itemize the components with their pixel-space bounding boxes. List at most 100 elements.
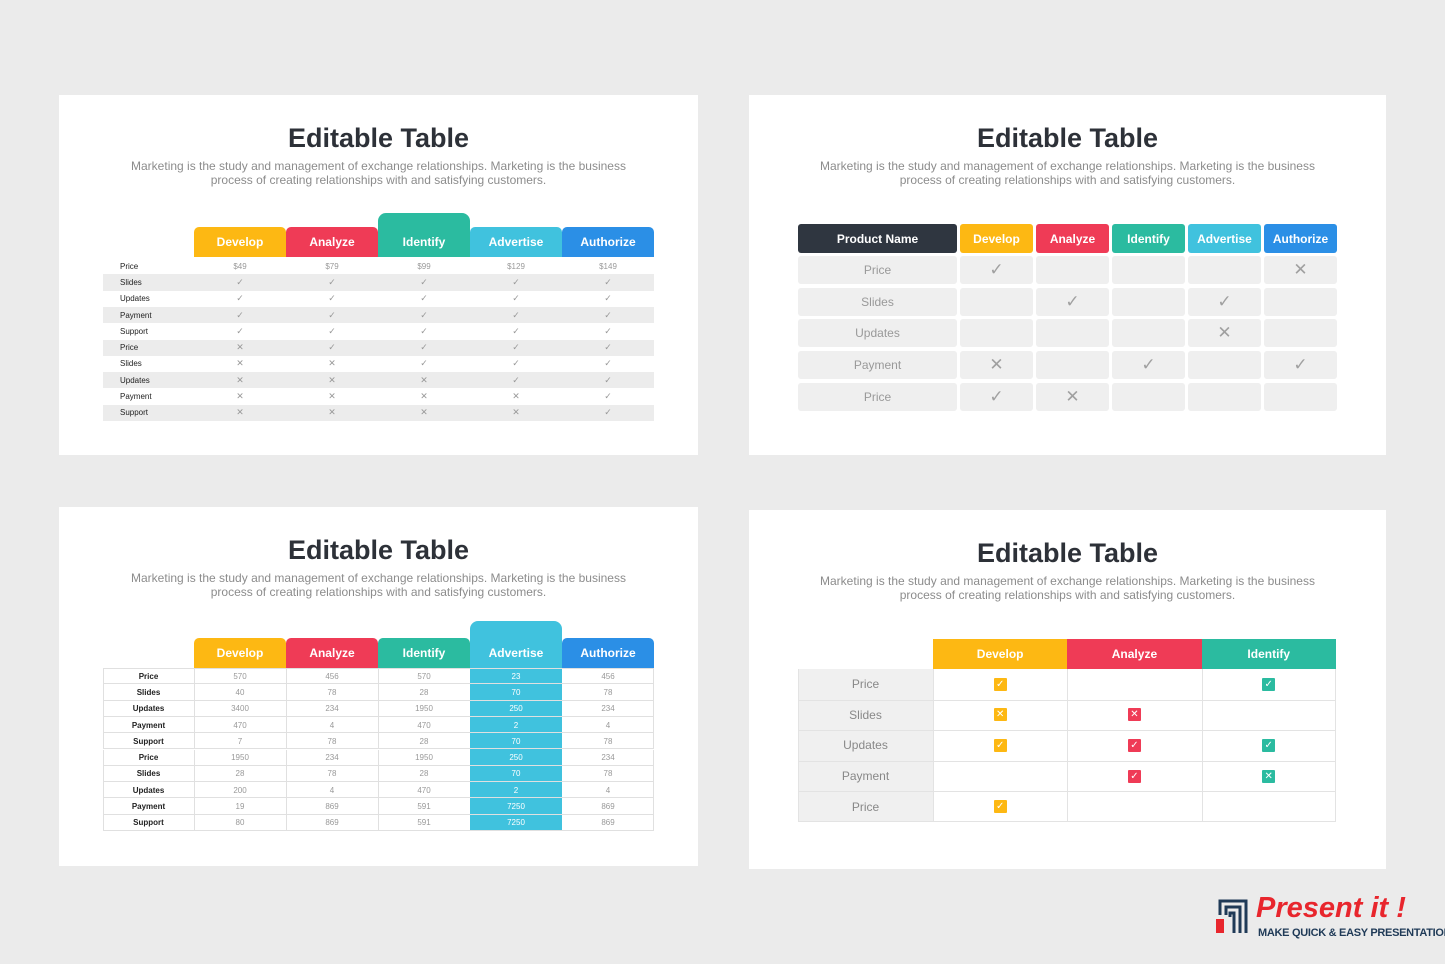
row-label: Payment: [131, 802, 166, 812]
row-label: Payment: [131, 720, 166, 730]
slide-title: Editable Table: [976, 123, 1159, 153]
column-line: [933, 669, 934, 700]
column-line: [378, 814, 379, 831]
table-cell: 570: [233, 671, 247, 681]
table-cell: ✕: [1036, 382, 1109, 411]
table-cell: [1112, 256, 1185, 284]
table-cell: 70: [511, 736, 521, 746]
column-header: Analyze: [1067, 639, 1202, 669]
column-header: Analyze: [286, 227, 378, 257]
table-cell: 869: [601, 802, 615, 812]
slide-title: Editable Table: [287, 535, 470, 565]
table-cell: ✓: [1036, 287, 1109, 316]
table-cell: ✓: [512, 293, 520, 304]
table-cell: 591: [417, 818, 431, 828]
table-cell: ✓: [420, 342, 428, 353]
column-line: [286, 684, 287, 701]
row-label: Slides: [136, 687, 161, 697]
table-cell: 78: [327, 687, 337, 697]
row-line: [798, 730, 1336, 761]
row-label: Slides: [120, 277, 142, 287]
row-label: Price: [798, 256, 957, 284]
table-cell: 456: [325, 671, 339, 681]
column-line: [1201, 730, 1203, 761]
check-icon: ✓: [993, 677, 1007, 691]
table-cell: 7250: [507, 802, 525, 812]
row-label: Slides: [120, 359, 142, 369]
column-header: Authorize: [562, 227, 654, 257]
column-header: Identify: [1201, 639, 1336, 669]
column-line: [194, 782, 195, 799]
column-line: [194, 668, 195, 685]
table-cell: ✕: [328, 391, 336, 402]
table-cell: $99: [417, 261, 431, 271]
column-line: [1201, 760, 1203, 792]
slide-subtitle: Marketing is the study and management of…: [820, 574, 1315, 588]
row-label: Payment: [120, 392, 152, 402]
column-line: [378, 749, 379, 766]
table-cell: ✓: [328, 293, 336, 304]
table-cell: 591: [417, 802, 431, 812]
row-label: Updates: [120, 375, 150, 385]
column-line: [194, 700, 195, 717]
table-cell: 456: [601, 671, 615, 681]
row-label: Price: [138, 671, 159, 681]
table-cell: ✓: [420, 325, 428, 336]
table-cell: 78: [603, 687, 613, 697]
check-icon: ✓: [1127, 769, 1141, 783]
table-cell: 70: [511, 687, 521, 697]
column-header: Authorize: [1264, 224, 1337, 253]
row-stripe: [103, 274, 654, 291]
table-cell: 19: [235, 802, 245, 812]
table-cell: ✕: [236, 407, 244, 418]
brand-icon: [1216, 899, 1248, 933]
table-cell: ✕: [512, 391, 520, 402]
table-cell: 869: [325, 802, 339, 812]
table-cell: ✕: [236, 374, 244, 385]
table-cell: $149: [599, 261, 617, 271]
column-header: Identify: [378, 213, 470, 257]
table-cell: 4: [329, 785, 335, 795]
table-cell: [1112, 382, 1185, 411]
column-header: Product Name: [798, 224, 957, 253]
table-cell: 1950: [415, 753, 433, 763]
table-cell: [1112, 287, 1185, 316]
row-stripe: [103, 372, 654, 389]
table-cell: ✓: [604, 374, 612, 385]
table-cell: 234: [601, 753, 615, 763]
table-cell: ✓: [328, 276, 336, 287]
check-icon: ✓: [1127, 739, 1141, 752]
slide-title: Editable Table: [976, 538, 1159, 568]
slide-subtitle: process of creating relationships with a…: [210, 585, 547, 599]
table-cell: ✓: [604, 293, 612, 304]
table-cell: ✓: [1264, 351, 1337, 380]
column-line: [378, 684, 379, 701]
table-cell: ✓: [604, 407, 612, 418]
label-column: [798, 669, 933, 822]
row-label: Payment: [120, 310, 152, 320]
table-cell: 4: [605, 785, 611, 795]
column-line: [1201, 669, 1203, 700]
column-line: [194, 814, 195, 831]
table-cell: 1950: [415, 704, 433, 714]
brand-logo: [1216, 897, 1252, 935]
column-line: [378, 798, 379, 815]
table-cell: ✕: [512, 407, 520, 418]
column-line: [1201, 699, 1203, 731]
table-cell: [1188, 256, 1261, 284]
column-line: [286, 814, 287, 831]
table-cell: 250: [509, 704, 523, 714]
table-cell: 70: [511, 769, 521, 779]
table-cell: ✕: [328, 374, 336, 385]
check-icon: ✕: [993, 708, 1007, 722]
table-cell: [1264, 319, 1337, 348]
column-line: [194, 798, 195, 815]
row-label: Price: [798, 382, 957, 411]
row-label: Updates: [798, 319, 957, 348]
slide-subtitle: process of creating relationships with a…: [899, 588, 1236, 602]
brand-name: Present it !: [1256, 892, 1406, 924]
row-stripe: [103, 339, 654, 356]
table-cell: ✕: [960, 351, 1033, 380]
slide-subtitle: Marketing is the study and management of…: [820, 159, 1315, 173]
column-header: Authorize: [562, 638, 654, 668]
